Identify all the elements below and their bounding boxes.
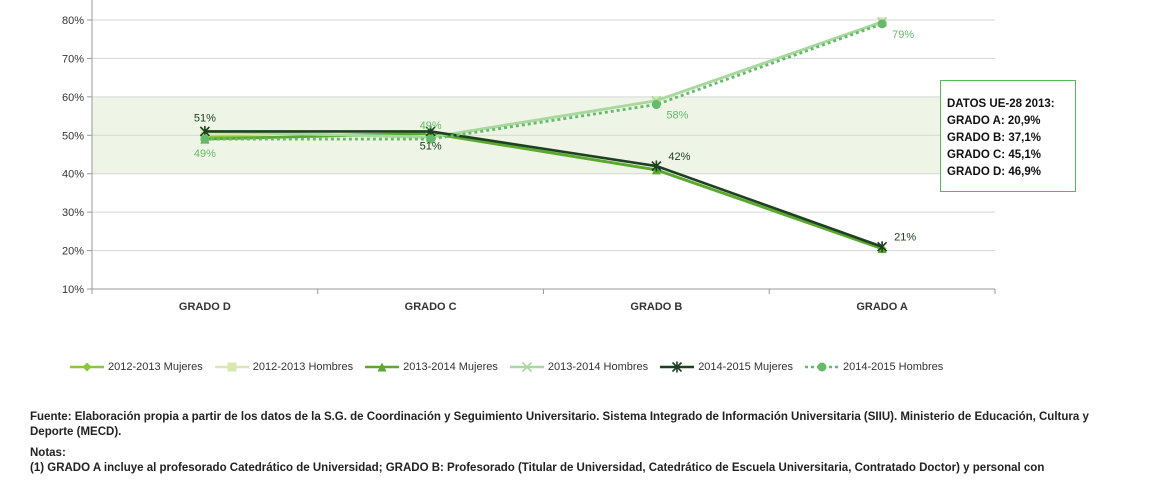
x-axis-categories: GRADO D GRADO C GRADO B GRADO A [179,301,908,313]
x-category-label: GRADO A [856,301,908,313]
legend-marker [227,362,237,372]
data-label: 21% [894,232,916,244]
eu-data-title: DATOS UE-28 2013: [947,98,1055,110]
legend-item: 2012-2013 Hombres [214,361,354,373]
series-lines [199,16,888,254]
data-point [651,100,661,110]
x-category-label: GRADO B [630,301,682,313]
legend-item: 2012-2013 Mujeres [70,361,203,373]
legend-item: 2013-2014 Mujeres [365,361,498,373]
data-label: 49% [420,120,442,132]
legend-marker [377,362,387,372]
legend-swatch-icon [509,361,544,373]
data-point [200,134,210,144]
data-label: 79% [892,29,914,41]
y-axis-ticks: 10% 20% 30% 40% 50% 60% 70% 80% [62,15,84,296]
data-point [651,160,662,172]
source-note: Fuente: Elaboración propia a partir de l… [30,411,1089,438]
data-point [877,241,888,253]
legend-marker [521,361,532,373]
legend-label: 2012-2013 Mujeres [108,361,203,373]
data-labels: 51% 49% 49% 51% 58% 42% 79% 21% [194,29,917,244]
legend-label: 2014-2015 Hombres [842,361,944,373]
notes-title: Notas: [30,447,66,459]
eu-data-grado-d: GRADO D: 46,9% [947,166,1041,178]
legend-item: 2013-2014 Hombres [509,361,649,373]
series-line [204,130,883,248]
data-label: 42% [668,151,690,163]
legend-marker [82,362,92,372]
legend-label: 2014-2015 Mujeres [698,361,793,373]
y-tick-label: 60% [62,92,84,104]
legend-marker [817,362,827,372]
chart-legend: 2012-2013 Mujeres 2012-2013 Hombres 2013-2… [70,358,955,376]
data-point [426,134,436,144]
eu-data-grado-b: GRADO B: 37,1% [947,132,1041,144]
eu-data-grado-a: GRADO A: 20,9% [947,115,1041,127]
series-line [204,131,883,250]
legend-label: 2013-2014 Mujeres [403,361,498,373]
data-label: 51% [420,140,442,152]
legend-swatch-icon [660,361,695,373]
y-tick-label: 20% [62,246,84,258]
data-label: 51% [194,112,216,124]
data-point [877,19,887,29]
y-tick-label: 40% [62,169,84,181]
legend-label: 2012-2013 Hombres [252,361,354,373]
legend-swatch-icon [804,362,839,372]
x-category-label: GRADO C [405,301,457,313]
notes-section: Fuente: Elaboración propia a partir de l… [30,410,1130,476]
y-tick-label: 70% [62,53,84,65]
y-tick-label: 10% [62,284,84,296]
data-label: 58% [666,110,688,122]
legend-item: 2014-2015 Mujeres [660,361,793,373]
legend-item: 2014-2015 Hombres [804,361,944,373]
eu-data-grado-c: GRADO C: 45,1% [947,149,1041,161]
legend-marker [672,361,683,373]
data-label: 49% [194,148,216,160]
legend-label: 2013-2014 Hombres [547,361,649,373]
y-tick-label: 80% [62,15,84,27]
series-5 [200,19,887,144]
x-category-label: GRADO D [179,301,231,313]
series-line [204,20,883,139]
eu-data-box: DATOS UE-28 2013: GRADO A: 20,9% GRADO B… [940,80,1076,192]
y-tick-label: 50% [62,130,84,142]
y-tick-label: 30% [62,207,84,219]
legend-swatch-icon [70,362,104,372]
note-1: (1) GRADO A incluye al profesorado Cated… [30,462,1045,474]
legend-swatch-icon [214,362,249,372]
legend-swatch-icon [365,362,400,372]
